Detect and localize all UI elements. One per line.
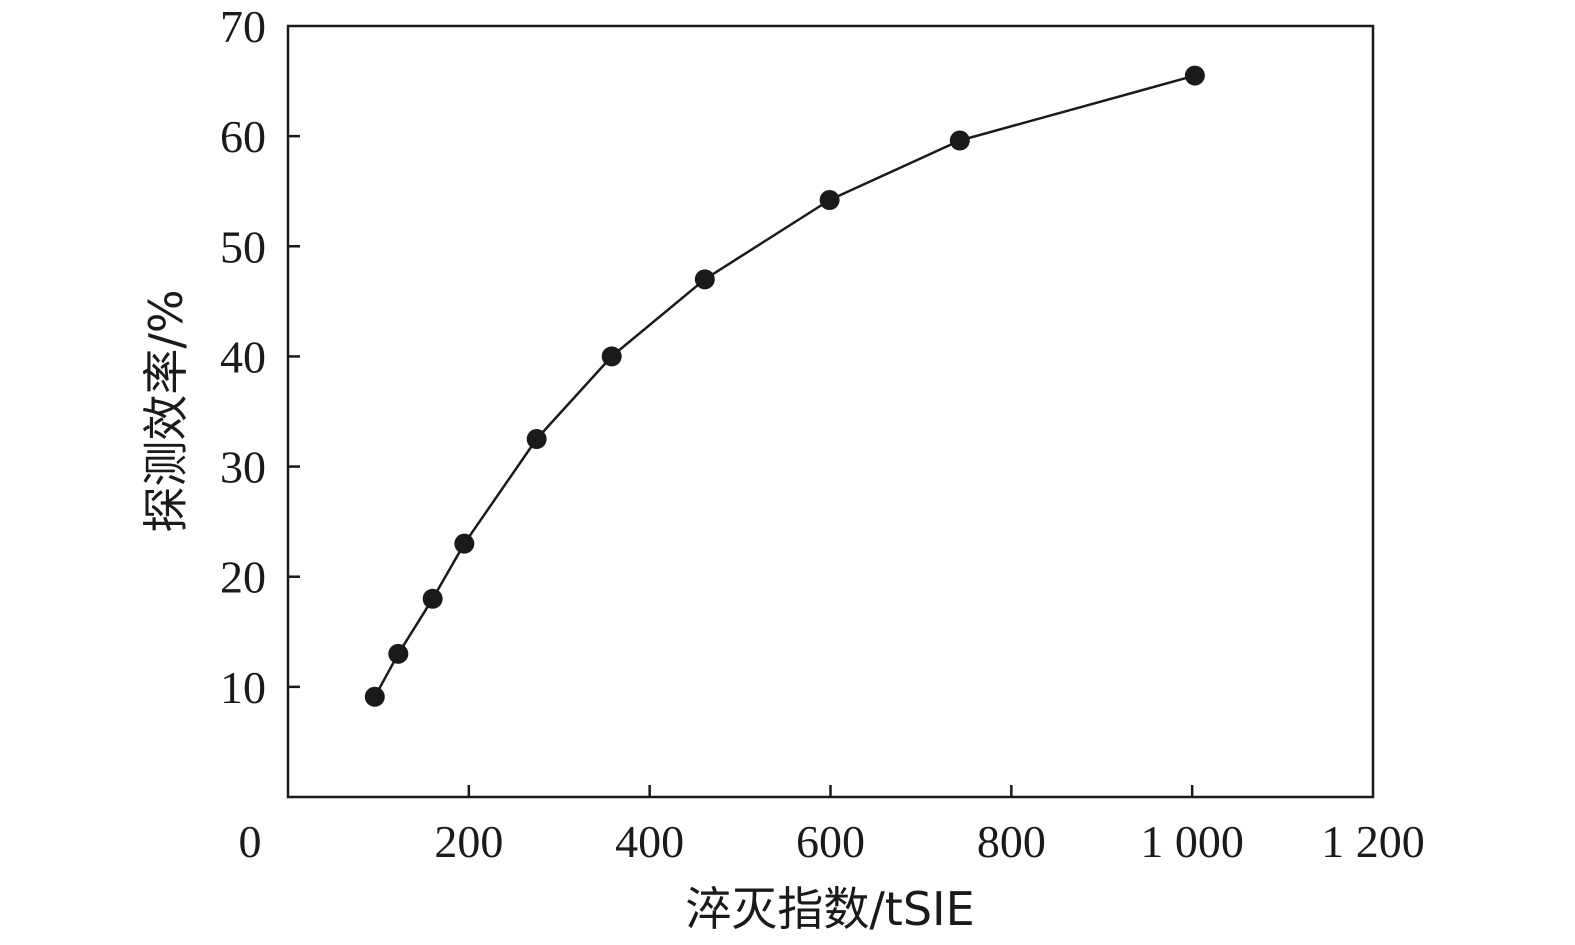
- y-axis-title: 探测效率/%: [139, 289, 193, 532]
- x-tick-label: 1 200: [1321, 816, 1425, 867]
- data-point: [388, 643, 409, 664]
- x-tick-label: 400: [615, 816, 684, 867]
- y-tick-label: 30: [220, 442, 266, 493]
- ticks-layer: 0 200 400 600 800 1 000 1 200 10 20 30 40 50 60 70: [220, 1, 1425, 867]
- x-axis-title: 淬灭指数/tSIE: [685, 882, 974, 936]
- series-layer: [364, 65, 1205, 707]
- data-point: [949, 130, 970, 151]
- x-tick-label: 200: [434, 816, 503, 867]
- data-point: [694, 269, 715, 290]
- x-tick-label: 1 000: [1140, 816, 1244, 867]
- y-tick-label: 50: [220, 221, 266, 272]
- axes-layer: [286, 24, 1375, 799]
- data-point: [601, 346, 622, 367]
- y-tick-label: 60: [220, 111, 266, 162]
- y-tick-label: 10: [220, 662, 266, 713]
- data-point: [526, 429, 547, 450]
- x-tick-label: 800: [977, 816, 1046, 867]
- data-point: [422, 588, 443, 609]
- data-point: [364, 686, 385, 707]
- y-tick-label: 20: [220, 552, 266, 603]
- y-tick-label: 40: [220, 331, 266, 382]
- data-point: [454, 533, 475, 554]
- data-point: [1184, 65, 1205, 86]
- x-tick-label: 0: [239, 816, 262, 867]
- plot-frame: [286, 24, 1375, 799]
- data-point: [819, 190, 840, 211]
- y-tick-label: 70: [220, 1, 266, 52]
- series-line: [373, 74, 1196, 698]
- x-tick-label: 600: [796, 816, 865, 867]
